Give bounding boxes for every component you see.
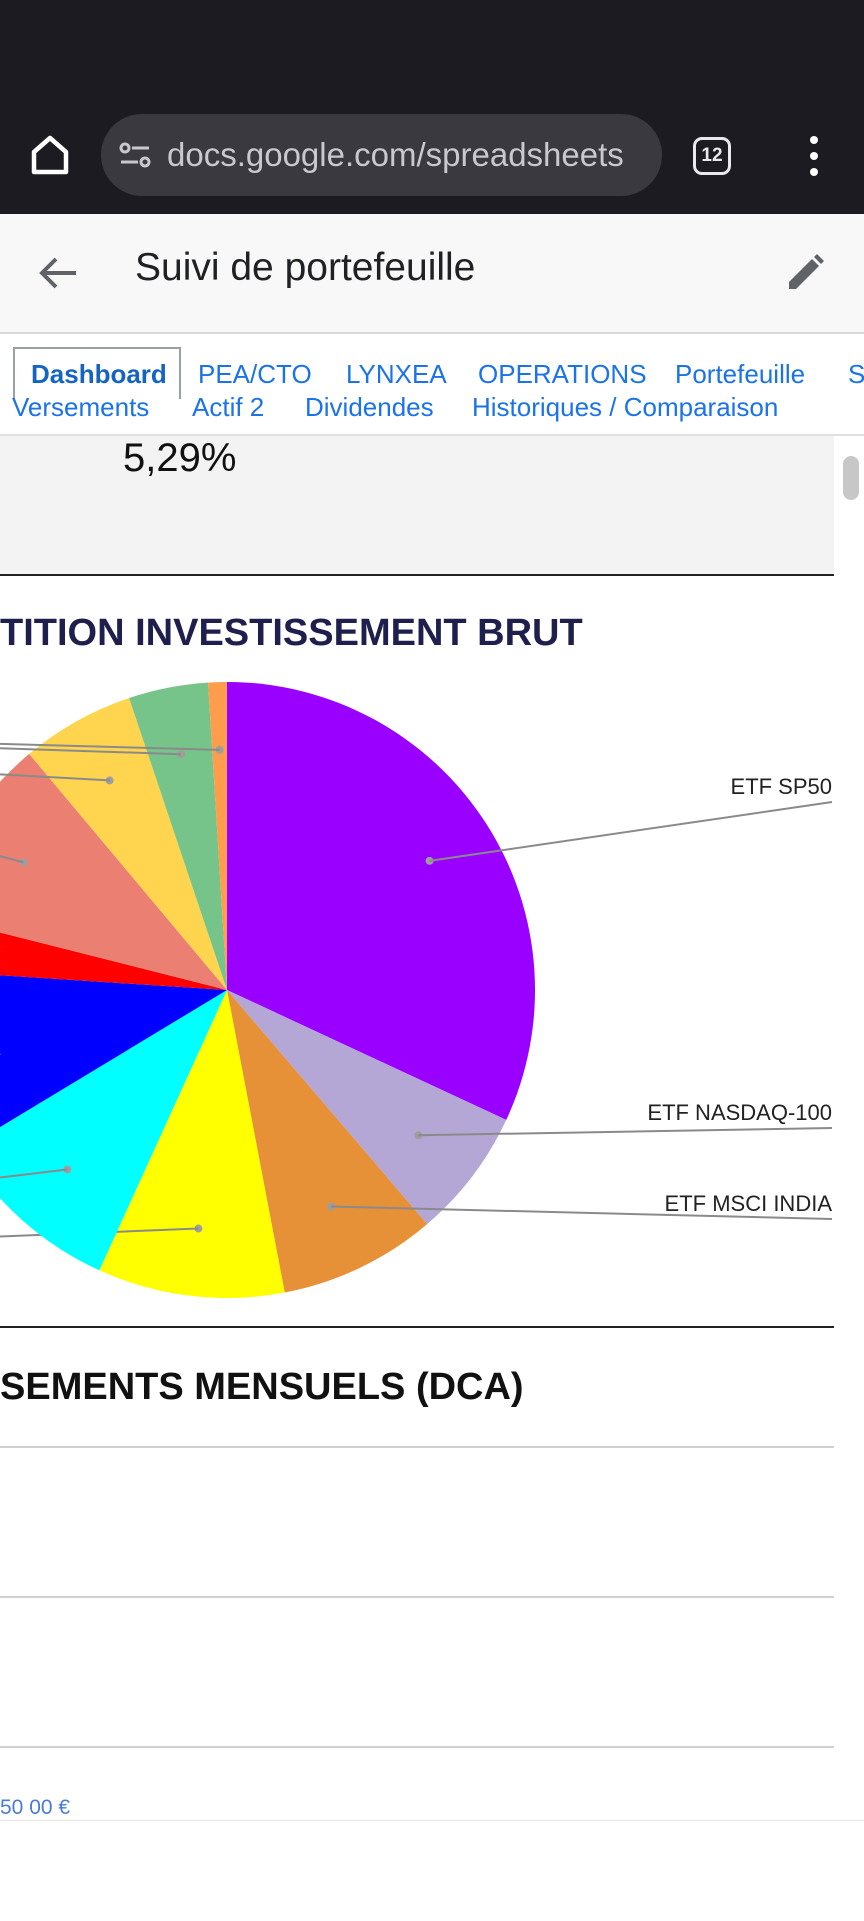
- gridline: [0, 1746, 834, 1748]
- section-title-repartition: TITION INVESTISSEMENT BRUT: [0, 612, 583, 654]
- sheet-tab-bar: Dashboard PEA/CTO LYNXEA OPERATIONS Port…: [0, 334, 864, 436]
- pie-slice[interactable]: [99, 990, 285, 1298]
- gridline: [0, 1446, 834, 1448]
- bottom-bar: [0, 1820, 864, 1921]
- pie-slice[interactable]: [0, 990, 227, 1271]
- home-button[interactable]: [26, 130, 74, 178]
- pie-slice[interactable]: [0, 753, 227, 990]
- pie-slice[interactable]: [0, 970, 227, 1149]
- slice-label: ETF MSCI INDIA: [665, 1191, 833, 1216]
- tab-lynxea[interactable]: LYNXEA: [346, 359, 447, 389]
- pie-chart: ETF SP50 ETF NASDAQ-100 ETF MSCI INDIA: [0, 682, 833, 1298]
- section-divider: [0, 1326, 834, 1328]
- tab-versements[interactable]: Versements: [12, 392, 150, 422]
- leader-line: [331, 1205, 833, 1220]
- summary-row: 5,29%: [0, 436, 834, 576]
- back-button[interactable]: [36, 250, 82, 296]
- site-settings-icon[interactable]: [117, 137, 153, 173]
- leader-line: [418, 1127, 833, 1137]
- sheet-content: 5,29% TITION INVESTISSEMENT BRUT ETF SP5…: [0, 436, 834, 1820]
- pie-slice[interactable]: [208, 682, 227, 990]
- tab-dashboard[interactable]: Dashboard: [31, 359, 167, 389]
- edit-button[interactable]: [783, 251, 827, 295]
- tab-partial[interactable]: S: [848, 359, 864, 389]
- app-bar: Suivi de portefeuille: [0, 214, 864, 334]
- leader-line: [0, 742, 220, 751]
- tab-operations[interactable]: OPERATIONS: [478, 359, 647, 389]
- pie-slice[interactable]: [227, 990, 507, 1225]
- leader-dot: [194, 1224, 203, 1233]
- slice-label: ETF SP50: [731, 774, 832, 799]
- leader-line: [0, 773, 110, 782]
- browser-toolbar: docs.google.com/spreadsheets 12: [0, 0, 864, 214]
- leader-line: [429, 801, 833, 862]
- tab-historiques-comparaison[interactable]: Historiques / Comparaison: [472, 392, 779, 422]
- y-axis-tick-label: 50 00 €: [0, 1796, 71, 1819]
- leader-line: [0, 855, 24, 864]
- pie-slice[interactable]: [129, 682, 227, 990]
- tab-portefeuille[interactable]: Portefeuille: [675, 359, 806, 389]
- scrollbar-thumb[interactable]: [843, 456, 859, 500]
- pencil-icon: [789, 254, 824, 289]
- leader-line: [0, 1168, 68, 1179]
- home-icon: [31, 135, 69, 175]
- url-text[interactable]: docs.google.com/spreadsheets: [167, 136, 624, 173]
- gridline: [0, 1596, 834, 1598]
- document-title: Suivi de portefeuille: [135, 246, 476, 289]
- leader-dot: [19, 858, 28, 867]
- section-title-versements: SEMENTS MENSUELS (DCA): [0, 1366, 524, 1408]
- active-tab-indicator: [13, 347, 181, 399]
- more-vert-icon: [810, 136, 818, 176]
- tab-dividendes[interactable]: Dividendes: [305, 392, 434, 422]
- tab-actif-2[interactable]: Actif 2: [192, 392, 265, 422]
- tab-pea-cto[interactable]: PEA/CTO: [198, 359, 312, 389]
- address-bar[interactable]: docs.google.com/spreadsheets: [101, 114, 662, 196]
- pie-slice[interactable]: [227, 990, 428, 1293]
- slice-label: ETF NASDAQ-100: [647, 1100, 832, 1125]
- tab-switcher-button[interactable]: 12: [693, 137, 731, 175]
- pie-slice[interactable]: [29, 697, 227, 990]
- arrow-back-icon: [39, 257, 76, 289]
- leader-line: [0, 747, 182, 756]
- overflow-menu-button[interactable]: [800, 132, 828, 180]
- pie-slice[interactable]: [227, 682, 535, 1120]
- performance-percentage: 5,29%: [123, 436, 237, 480]
